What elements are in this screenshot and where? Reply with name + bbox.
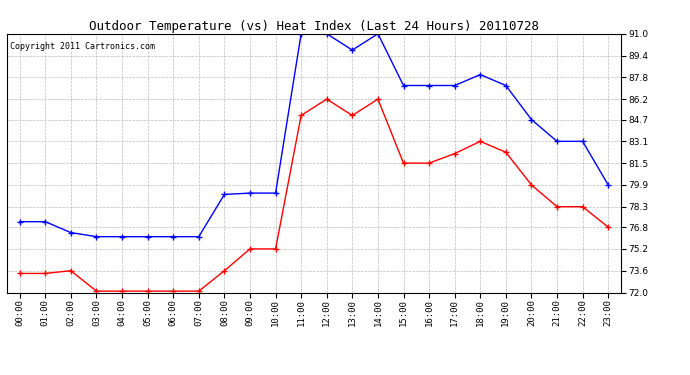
Title: Outdoor Temperature (vs) Heat Index (Last 24 Hours) 20110728: Outdoor Temperature (vs) Heat Index (Las…	[89, 20, 539, 33]
Text: Copyright 2011 Cartronics.com: Copyright 2011 Cartronics.com	[10, 42, 155, 51]
